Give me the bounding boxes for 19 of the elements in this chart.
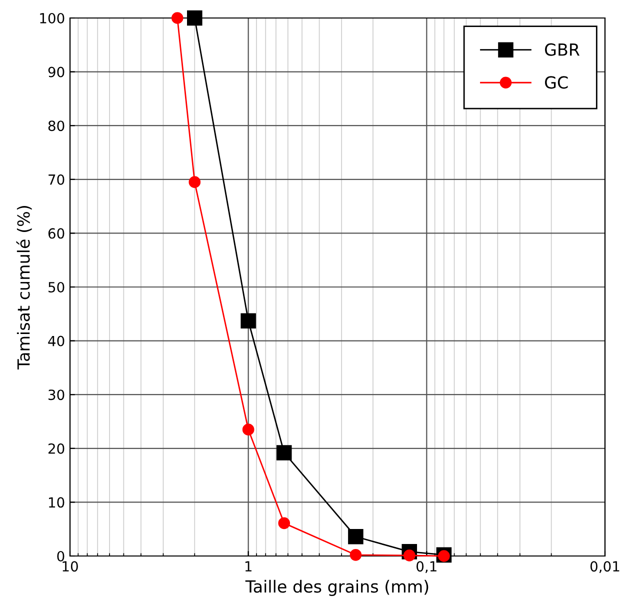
y-axis-title: Tamisat cumulé (%): [16, 206, 32, 370]
y-tick-label: 10: [48, 497, 64, 508]
y-tick-label: 70: [48, 174, 64, 185]
legend-label: GC: [545, 76, 568, 89]
y-tick-label: 20: [48, 443, 64, 454]
x-axis-title: Taille des grains (mm): [245, 580, 428, 596]
x-tick-label: 0,01: [590, 561, 620, 574]
y-tick-label: 80: [48, 120, 64, 132]
y-tick-label: 30: [48, 390, 64, 400]
y-tick-label: 90: [48, 66, 64, 78]
y-tick-label: 60: [48, 228, 64, 239]
y-tick-label: 0: [57, 550, 64, 562]
y-tick-label: 100: [40, 12, 64, 24]
legend-label: GBR: [545, 43, 580, 56]
x-tick-label: 10: [62, 561, 78, 572]
x-tick-label: 1: [245, 561, 252, 572]
y-tick-label: 40: [48, 336, 64, 346]
y-tick-label: 50: [48, 282, 64, 292]
x-tick-label: 0,1: [416, 561, 436, 574]
